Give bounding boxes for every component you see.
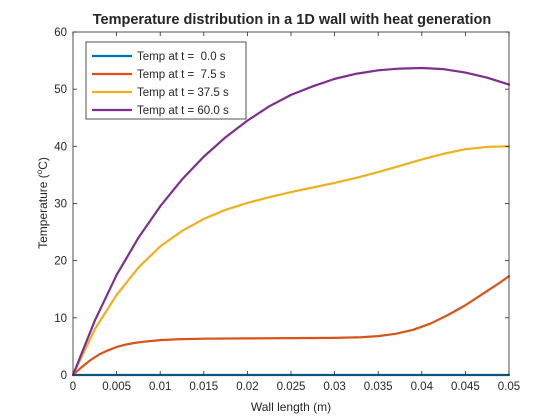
x-tick-label: 0.045 xyxy=(451,381,480,393)
x-tick-label: 0.03 xyxy=(323,381,345,393)
series-line-3 xyxy=(71,145,511,377)
x-tick-label: 0.005 xyxy=(102,381,131,393)
x-tick-label: 0.05 xyxy=(498,381,520,393)
y-tick-label: 30 xyxy=(54,199,67,211)
y-tick-label: 40 xyxy=(54,141,67,153)
legend-label-1: Temp at t = 0.0 s xyxy=(137,51,226,63)
legend-label-3: Temp at t = 37.5 s xyxy=(137,87,229,99)
x-axis-label: Wall length (m) xyxy=(251,400,331,414)
y-axis-label-main: Temperature ( xyxy=(36,174,50,249)
y-axis-label-degree: o xyxy=(35,169,44,174)
legend-box xyxy=(85,41,247,120)
y-tick-label: 10 xyxy=(54,313,67,325)
y-tick-label: 60 xyxy=(54,27,67,39)
x-tick-label: 0 xyxy=(70,381,76,393)
x-tick-label: 0.04 xyxy=(411,381,434,393)
y-tick-label: 0 xyxy=(61,370,67,382)
y-tick-label: 50 xyxy=(54,84,67,96)
x-tick-label: 0.035 xyxy=(364,381,393,393)
legend-label-4: Temp at t = 60.0 s xyxy=(137,105,229,117)
y-axis-label-unit: C) xyxy=(36,157,50,170)
x-tick-label: 0.02 xyxy=(236,381,258,393)
y-tick-label: 20 xyxy=(54,256,67,268)
chart-title: Temperature distribution in a 1D wall wi… xyxy=(93,12,492,28)
x-tick-label: 0.025 xyxy=(277,381,306,393)
y-axis-ticks: 0 10 20 30 40 50 60 xyxy=(54,27,509,382)
x-tick-label: 0.015 xyxy=(189,381,218,393)
legend: Temp at t = 0.0 s Temp at t = 7.5 s Temp a… xyxy=(85,41,247,120)
x-axis-ticks: 0 0.005 0.01 0.015 0.02 0.025 0.03 0.035 0.04 0.0… xyxy=(70,32,520,393)
series-line-4 xyxy=(71,66,511,377)
series-line-2 xyxy=(71,275,511,377)
y-axis-label: Temperature (oC) xyxy=(35,157,50,249)
legend-label-2: Temp at t = 7.5 s xyxy=(137,69,226,81)
x-tick-label: 0.01 xyxy=(149,381,171,393)
